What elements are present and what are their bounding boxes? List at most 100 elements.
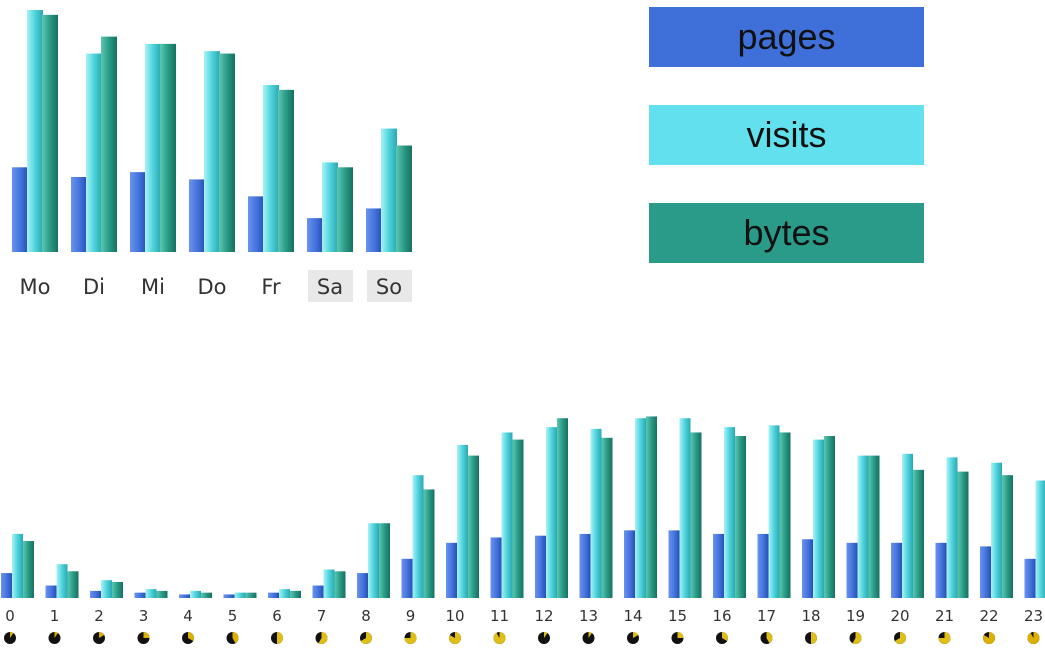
bar-pages-Fr <box>248 196 264 252</box>
clock-icon-hour-0 <box>4 632 16 644</box>
bar-bytes-hour-19 <box>868 455 880 598</box>
bar-visits-hour-22 <box>991 462 1002 598</box>
bar-pages-hour-17 <box>757 533 769 598</box>
bar-visits-hour-6 <box>279 589 290 598</box>
bar-visits-Sa <box>322 162 338 252</box>
clock-icon-hour-7 <box>315 632 328 644</box>
x-tick-label-hour-2: 2 <box>94 607 104 625</box>
clock-icon-hour-19 <box>849 632 862 644</box>
bar-visits-hour-9 <box>412 475 424 598</box>
bar-pages-hour-12 <box>535 535 546 598</box>
x-tick-label-hour-15: 15 <box>668 607 687 625</box>
bar-bytes-hour-12 <box>557 418 568 598</box>
bar-pages-Do <box>189 179 205 252</box>
x-tick-label-hour-3: 3 <box>139 607 149 625</box>
bar-visits-hour-20 <box>902 453 913 598</box>
bar-pages-hour-14 <box>624 530 635 598</box>
bar-pages-Sa <box>307 218 323 252</box>
bar-bytes-hour-17 <box>779 432 791 598</box>
clock-icon-hour-3 <box>137 632 150 644</box>
x-tick-label-hour-5: 5 <box>228 607 238 625</box>
bar-pages-hour-6 <box>268 592 279 598</box>
clock-icon-hour-5 <box>226 632 239 644</box>
x-tick-label-hour-6: 6 <box>272 607 282 625</box>
bar-bytes-hour-10 <box>468 455 479 598</box>
legend-label-bytes: bytes <box>743 212 830 253</box>
x-tick-label-hour-17: 17 <box>757 607 776 625</box>
x-tick-label-Di: Di <box>83 275 105 299</box>
x-tick-label-hour-8: 8 <box>361 607 371 625</box>
bar-visits-So <box>381 128 397 252</box>
x-tick-label-hour-10: 10 <box>445 607 464 625</box>
bar-visits-hour-18 <box>813 439 824 598</box>
bar-pages-hour-18 <box>802 539 813 598</box>
bar-bytes-hour-18 <box>824 436 835 598</box>
legend-label-pages: pages <box>737 16 836 57</box>
x-tick-label-hour-21: 21 <box>935 607 954 625</box>
bar-pages-hour-16 <box>713 533 724 598</box>
x-tick-label-hour-11: 11 <box>490 607 509 625</box>
bar-bytes-Mi <box>160 43 176 252</box>
x-tick-label-hour-7: 7 <box>317 607 327 625</box>
clock-icon-hour-11 <box>493 632 506 644</box>
bar-visits-hour-11 <box>501 432 513 598</box>
daily-labels-group: Mo Di Mi Do Fr Sa So <box>20 270 412 302</box>
clock-icon-hour-21 <box>938 632 951 644</box>
bar-pages-hour-13 <box>579 533 591 598</box>
x-tick-label-hour-4: 4 <box>183 607 193 625</box>
x-tick-label-Mo: Mo <box>20 275 51 299</box>
bar-visits-Mi <box>145 43 161 252</box>
x-tick-label-hour-1: 1 <box>50 607 60 625</box>
clock-icon-hour-8 <box>360 632 372 644</box>
x-tick-label-hour-20: 20 <box>890 607 909 625</box>
bar-bytes-hour-16 <box>735 436 746 598</box>
clock-icon-hour-20 <box>894 632 906 644</box>
bar-pages-hour-11 <box>490 537 502 598</box>
bar-pages-hour-21 <box>935 542 947 598</box>
bar-visits-hour-4 <box>190 590 201 598</box>
bar-visits-hour-3 <box>145 589 157 598</box>
bar-pages-hour-19 <box>846 542 858 598</box>
bar-bytes-hour-6 <box>290 590 301 598</box>
clock-icon-hour-4 <box>182 632 194 644</box>
weekend-highlight-So <box>367 270 412 302</box>
hourly-clock-icons <box>4 632 1040 644</box>
legend-label-visits: visits <box>746 114 827 155</box>
bar-visits-hour-14 <box>635 418 646 598</box>
bar-bytes-hour-2 <box>112 581 123 598</box>
x-tick-label-Mi: Mi <box>141 275 165 299</box>
hourly-labels-group: 0 1 2 3 4 5 6 7 8 9 10 11 12 13 14 15 16 17 18 19 20 21 22 23 <box>5 607 1043 625</box>
bar-visits-hour-13 <box>590 428 602 598</box>
hourly-chart: 0 1 2 3 4 5 6 7 8 9 10 11 12 13 14 15 16 17 18 19 20 21 22 23 <box>1 416 1045 644</box>
bar-visits-Fr <box>263 85 279 253</box>
x-tick-label-hour-18: 18 <box>801 607 820 625</box>
bar-pages-hour-0 <box>1 573 12 598</box>
clock-icon-hour-17 <box>760 632 773 644</box>
bar-pages-hour-23 <box>1024 558 1036 598</box>
bar-visits-Do <box>204 51 220 252</box>
x-tick-label-hour-0: 0 <box>5 607 15 625</box>
legend-item-bytes: bytes <box>649 203 924 263</box>
bar-bytes-Fr <box>278 89 294 252</box>
clock-icon-hour-13 <box>582 632 595 644</box>
clock-icon-hour-16 <box>716 632 728 644</box>
bar-visits-hour-5 <box>234 592 246 598</box>
daily-chart: Mo Di Mi Do Fr Sa So <box>12 10 412 302</box>
bar-visits-hour-12 <box>546 427 557 598</box>
bar-bytes-hour-5 <box>245 592 257 598</box>
bar-visits-hour-23 <box>1035 480 1045 598</box>
bar-bytes-hour-13 <box>601 437 613 598</box>
bar-pages-hour-9 <box>401 558 413 598</box>
clock-icon-hour-6 <box>271 632 283 644</box>
x-tick-label-hour-16: 16 <box>712 607 731 625</box>
bar-pages-hour-2 <box>90 590 101 598</box>
bar-bytes-hour-21 <box>957 471 969 598</box>
bar-visits-hour-8 <box>368 523 379 598</box>
bar-pages-hour-5 <box>223 594 235 598</box>
x-tick-label-hour-19: 19 <box>846 607 865 625</box>
bar-bytes-So <box>396 145 412 252</box>
bar-bytes-Di <box>101 36 117 253</box>
bar-pages-hour-8 <box>357 573 368 598</box>
bar-pages-hour-4 <box>179 594 190 598</box>
bar-bytes-Sa <box>337 167 353 252</box>
